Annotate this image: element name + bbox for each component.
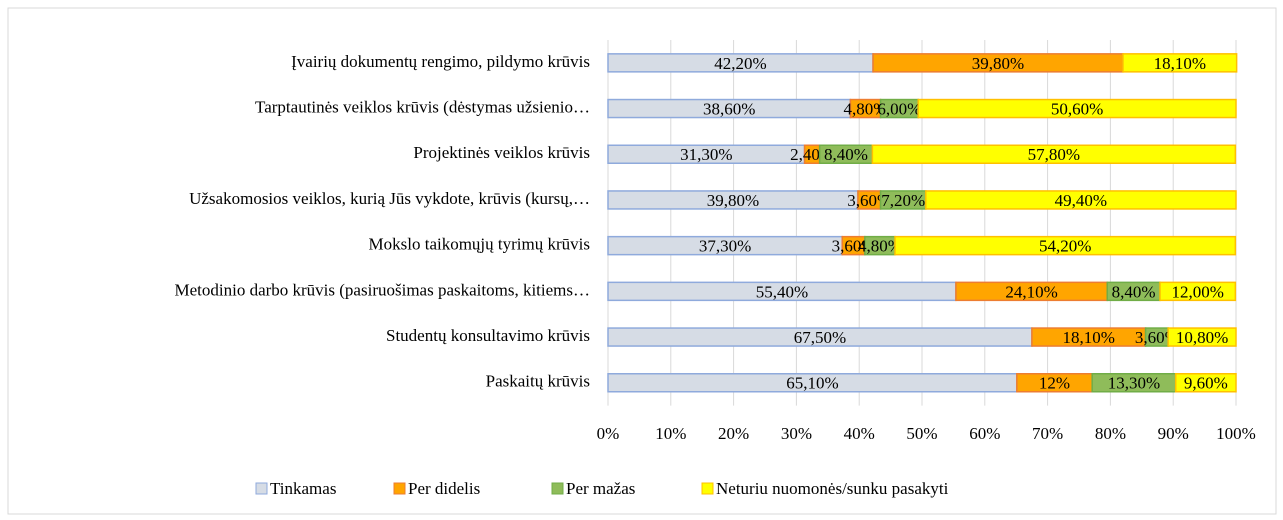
legend-swatch bbox=[551, 482, 564, 495]
legend-label: Per didelis bbox=[408, 479, 480, 498]
legend-swatch bbox=[393, 482, 406, 495]
x-tick-label: 40% bbox=[844, 424, 875, 443]
x-tick-label: 20% bbox=[718, 424, 749, 443]
data-label: 4,80% bbox=[858, 237, 902, 256]
data-label: 39,80% bbox=[707, 191, 759, 210]
data-label: 54,20% bbox=[1039, 237, 1091, 256]
data-label: 6,00% bbox=[877, 99, 921, 118]
bar-segment bbox=[1122, 53, 1238, 73]
data-label: 39,80% bbox=[972, 54, 1024, 73]
data-label: 9,60% bbox=[1184, 374, 1228, 393]
data-label: 57,80% bbox=[1028, 145, 1080, 164]
y-tick-label: Projektinės veiklos krūvis bbox=[413, 143, 590, 162]
bar-segment bbox=[1167, 327, 1237, 347]
x-tick-label: 10% bbox=[655, 424, 686, 443]
legend-label: Per mažas bbox=[566, 479, 635, 498]
chart-border bbox=[7, 7, 1277, 515]
y-tick-label: Įvairių dokumentų rengimo, pildymo krūvi… bbox=[291, 52, 590, 71]
y-tick-label: Metodinio darbo krūvis (pasiruošimas pas… bbox=[174, 280, 590, 299]
data-label: 38,60% bbox=[703, 99, 755, 118]
bar-segment bbox=[1159, 281, 1237, 302]
y-tick-label: Paskaitų krūvis bbox=[486, 372, 590, 391]
x-tick-label: 70% bbox=[1032, 424, 1063, 443]
data-label: 7,20% bbox=[881, 191, 925, 210]
data-label: 18,10% bbox=[1154, 54, 1206, 73]
data-label: 8,40% bbox=[1112, 282, 1156, 301]
bar-segment bbox=[871, 144, 1237, 164]
y-tick-label: Tarptautinės veiklos krūvis (dėstymas už… bbox=[255, 97, 590, 116]
x-tick-label: 90% bbox=[1158, 424, 1189, 443]
data-label: 49,40% bbox=[1055, 191, 1107, 210]
legend-label: Tinkamas bbox=[270, 479, 336, 498]
data-label: 50,60% bbox=[1051, 99, 1103, 118]
data-label: 10,80% bbox=[1176, 328, 1228, 347]
x-tick-label: 0% bbox=[597, 424, 620, 443]
data-label: 4,80% bbox=[844, 99, 888, 118]
data-label: 24,10% bbox=[1005, 282, 1057, 301]
x-tick-label: 100% bbox=[1216, 424, 1256, 443]
x-tick-label: 80% bbox=[1095, 424, 1126, 443]
data-label: 67,50% bbox=[794, 328, 846, 347]
legend-label: Neturiu nuomonės/sunku pasakyti bbox=[716, 479, 949, 498]
legend-swatch bbox=[701, 482, 714, 495]
data-label: 31,30% bbox=[680, 145, 732, 164]
data-label: 13,30% bbox=[1108, 374, 1160, 393]
x-tick-label: 60% bbox=[969, 424, 1000, 443]
legend-swatch bbox=[255, 482, 268, 495]
data-label: 12,00% bbox=[1171, 282, 1223, 301]
bar-segment bbox=[894, 235, 1237, 256]
data-label: 12% bbox=[1039, 374, 1070, 393]
y-tick-label: Užsakomosios veiklos, kurią Jūs vykdote,… bbox=[189, 189, 590, 208]
bar-segment bbox=[1174, 373, 1237, 393]
x-tick-label: 50% bbox=[906, 424, 937, 443]
x-tick-label: 30% bbox=[781, 424, 812, 443]
bar-segment bbox=[917, 98, 1237, 119]
data-label: 37,30% bbox=[699, 237, 751, 256]
data-label: 65,10% bbox=[786, 374, 838, 393]
y-tick-label: Studentų konsultavimo krūvis bbox=[386, 326, 590, 345]
y-tick-label: Mokslo taikomųjų tyrimų krūvis bbox=[369, 235, 590, 254]
data-label: 18,10% bbox=[1063, 328, 1115, 347]
bar-segment bbox=[925, 190, 1237, 210]
data-label: 42,20% bbox=[714, 54, 766, 73]
data-label: 8,40% bbox=[824, 145, 868, 164]
data-label: 55,40% bbox=[756, 282, 808, 301]
